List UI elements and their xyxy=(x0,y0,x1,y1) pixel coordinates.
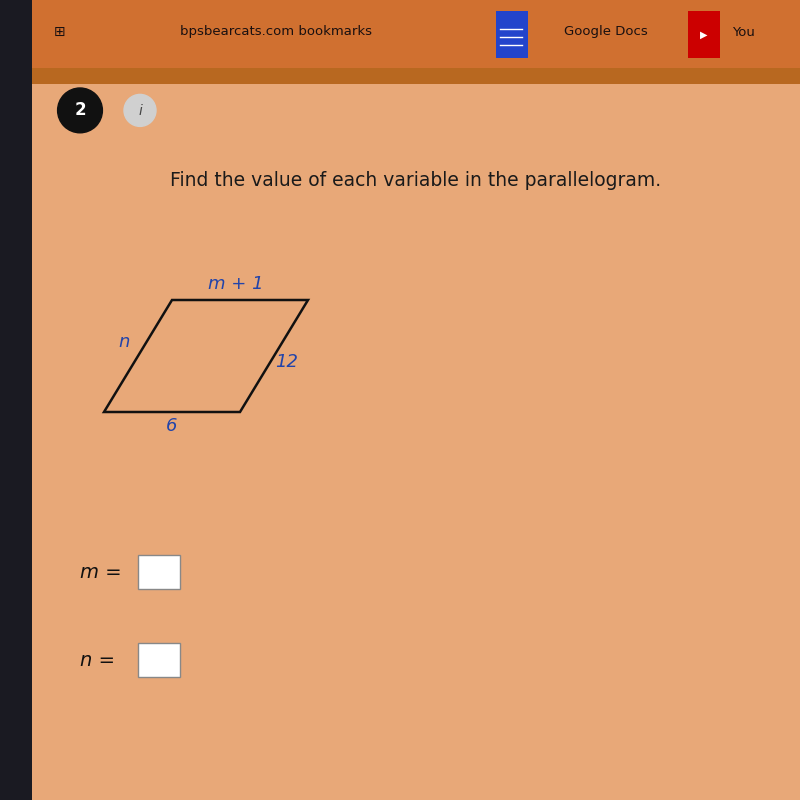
Text: m =: m = xyxy=(80,562,122,582)
Bar xyxy=(32,0,800,68)
Text: bpsbearcats.com bookmarks: bpsbearcats.com bookmarks xyxy=(180,26,372,38)
Text: Find the value of each variable in the parallelogram.: Find the value of each variable in the p… xyxy=(170,170,662,190)
Text: m + 1: m + 1 xyxy=(208,275,264,293)
Bar xyxy=(32,84,800,800)
FancyBboxPatch shape xyxy=(496,11,528,58)
FancyBboxPatch shape xyxy=(688,11,720,58)
Text: You: You xyxy=(732,26,755,38)
Text: ⊞: ⊞ xyxy=(54,25,66,39)
Text: i: i xyxy=(138,104,142,118)
FancyBboxPatch shape xyxy=(138,555,180,589)
Text: Google Docs: Google Docs xyxy=(564,26,648,38)
Bar xyxy=(32,68,800,84)
Text: ▶: ▶ xyxy=(700,30,708,39)
FancyBboxPatch shape xyxy=(138,643,180,677)
Bar xyxy=(0,0,32,800)
Circle shape xyxy=(124,94,156,126)
Text: 6: 6 xyxy=(166,417,178,434)
Circle shape xyxy=(58,88,102,133)
Text: n: n xyxy=(118,333,130,350)
Text: 12: 12 xyxy=(275,353,298,370)
Text: n =: n = xyxy=(80,650,115,670)
Text: 2: 2 xyxy=(74,102,86,119)
